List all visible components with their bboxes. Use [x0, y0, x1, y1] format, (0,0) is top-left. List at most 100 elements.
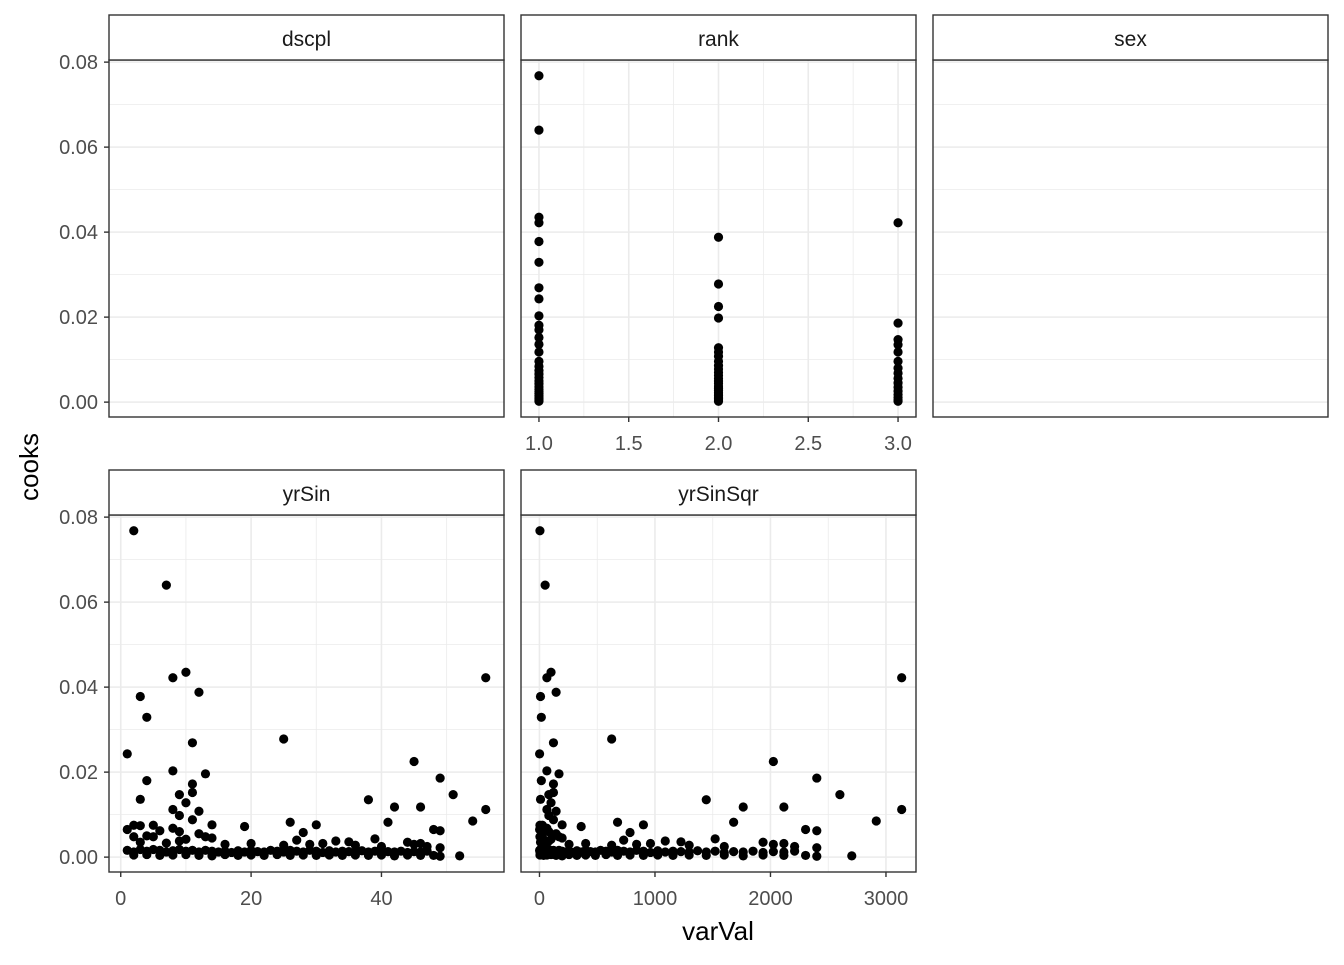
- data-point: [893, 347, 903, 357]
- data-point: [893, 340, 903, 350]
- data-point: [135, 821, 145, 831]
- x-tick-label: 20: [240, 888, 262, 910]
- data-point: [812, 826, 822, 836]
- data-point: [719, 850, 729, 860]
- data-point: [155, 826, 165, 836]
- facet-strip: [108, 469, 505, 516]
- data-point: [548, 815, 559, 825]
- data-point: [207, 820, 217, 830]
- y-tick-label: 0.06: [59, 137, 98, 159]
- data-point: [350, 850, 360, 860]
- data-point: [847, 851, 857, 861]
- data-point: [738, 802, 748, 812]
- data-point: [181, 798, 191, 808]
- data-point: [710, 846, 720, 856]
- data-point: [534, 396, 544, 406]
- data-point: [161, 580, 171, 590]
- data-point: [612, 817, 623, 827]
- data-point: [768, 756, 778, 767]
- data-point: [534, 125, 544, 135]
- data-point: [220, 849, 230, 860]
- data-point: [534, 283, 544, 293]
- data-point: [148, 820, 158, 830]
- data-point: [168, 673, 178, 683]
- data-point: [581, 838, 591, 849]
- data-point: [455, 851, 465, 861]
- data-point: [324, 850, 334, 860]
- data-point: [542, 766, 552, 776]
- y-tick-label: 0.04: [59, 677, 98, 699]
- data-point: [311, 850, 321, 861]
- data-point: [729, 847, 739, 857]
- data-point: [625, 850, 635, 860]
- panel-background: [521, 515, 916, 872]
- data-point: [298, 827, 308, 838]
- data-point: [129, 820, 139, 830]
- data-point: [376, 850, 387, 860]
- facet-strip-label: sex: [1114, 28, 1147, 51]
- data-point: [122, 749, 132, 759]
- data-point: [601, 849, 611, 860]
- data-point: [638, 850, 649, 861]
- data-point: [713, 313, 724, 323]
- data-point: [779, 838, 789, 849]
- data-point: [692, 846, 703, 856]
- data-point: [200, 769, 211, 779]
- data-point: [233, 850, 243, 861]
- data-point: [194, 806, 204, 816]
- data-point: [468, 816, 478, 826]
- y-tick-label: 0.02: [59, 307, 98, 329]
- data-point: [415, 802, 426, 812]
- data-point: [129, 526, 139, 536]
- data-point: [194, 850, 204, 861]
- data-point: [668, 850, 678, 861]
- data-point: [194, 687, 204, 697]
- data-point: [168, 766, 178, 776]
- data-point: [645, 847, 656, 858]
- data-point: [684, 850, 694, 860]
- facet-strip-label: dscpl: [282, 28, 331, 51]
- data-point: [544, 827, 554, 837]
- data-point: [676, 847, 686, 857]
- data-point: [893, 318, 903, 328]
- data-point: [207, 851, 217, 861]
- data-point: [207, 833, 217, 843]
- data-point: [298, 850, 308, 860]
- data-point: [564, 839, 574, 849]
- facet-strip-label: yrSin: [283, 483, 331, 506]
- data-point: [292, 835, 302, 845]
- data-point: [168, 804, 178, 815]
- panel-background: [109, 515, 504, 872]
- data-point: [187, 738, 198, 748]
- data-point: [738, 851, 748, 861]
- data-point: [619, 835, 629, 845]
- data-point: [540, 580, 550, 590]
- data-point: [779, 850, 789, 861]
- y-tick-label: 0.00: [59, 392, 98, 414]
- data-point: [534, 236, 544, 247]
- data-point: [779, 802, 789, 812]
- data-point: [812, 851, 822, 861]
- data-point: [612, 850, 623, 861]
- data-point: [135, 691, 145, 702]
- data-point: [790, 846, 800, 856]
- data-point: [812, 843, 822, 853]
- data-point: [272, 849, 282, 860]
- data-point: [534, 294, 544, 304]
- facet-panel-rank: rank 1.0 1.5 2.0 2.5 3.0: [520, 14, 917, 455]
- data-point: [607, 734, 617, 744]
- data-point: [161, 838, 171, 848]
- data-point: [370, 834, 380, 844]
- data-point: [331, 836, 341, 846]
- data-point: [542, 673, 552, 683]
- data-point: [422, 846, 432, 856]
- data-point: [551, 687, 561, 697]
- data-point: [129, 832, 139, 842]
- data-point: [220, 839, 230, 849]
- data-point: [174, 836, 184, 846]
- data-point: [748, 846, 758, 856]
- data-point: [409, 839, 419, 849]
- facet-panel-yrSin: yrSin 0.00 0.02 0.04 0.06 0.08 0 20 40: [59, 469, 505, 910]
- data-point: [415, 850, 426, 861]
